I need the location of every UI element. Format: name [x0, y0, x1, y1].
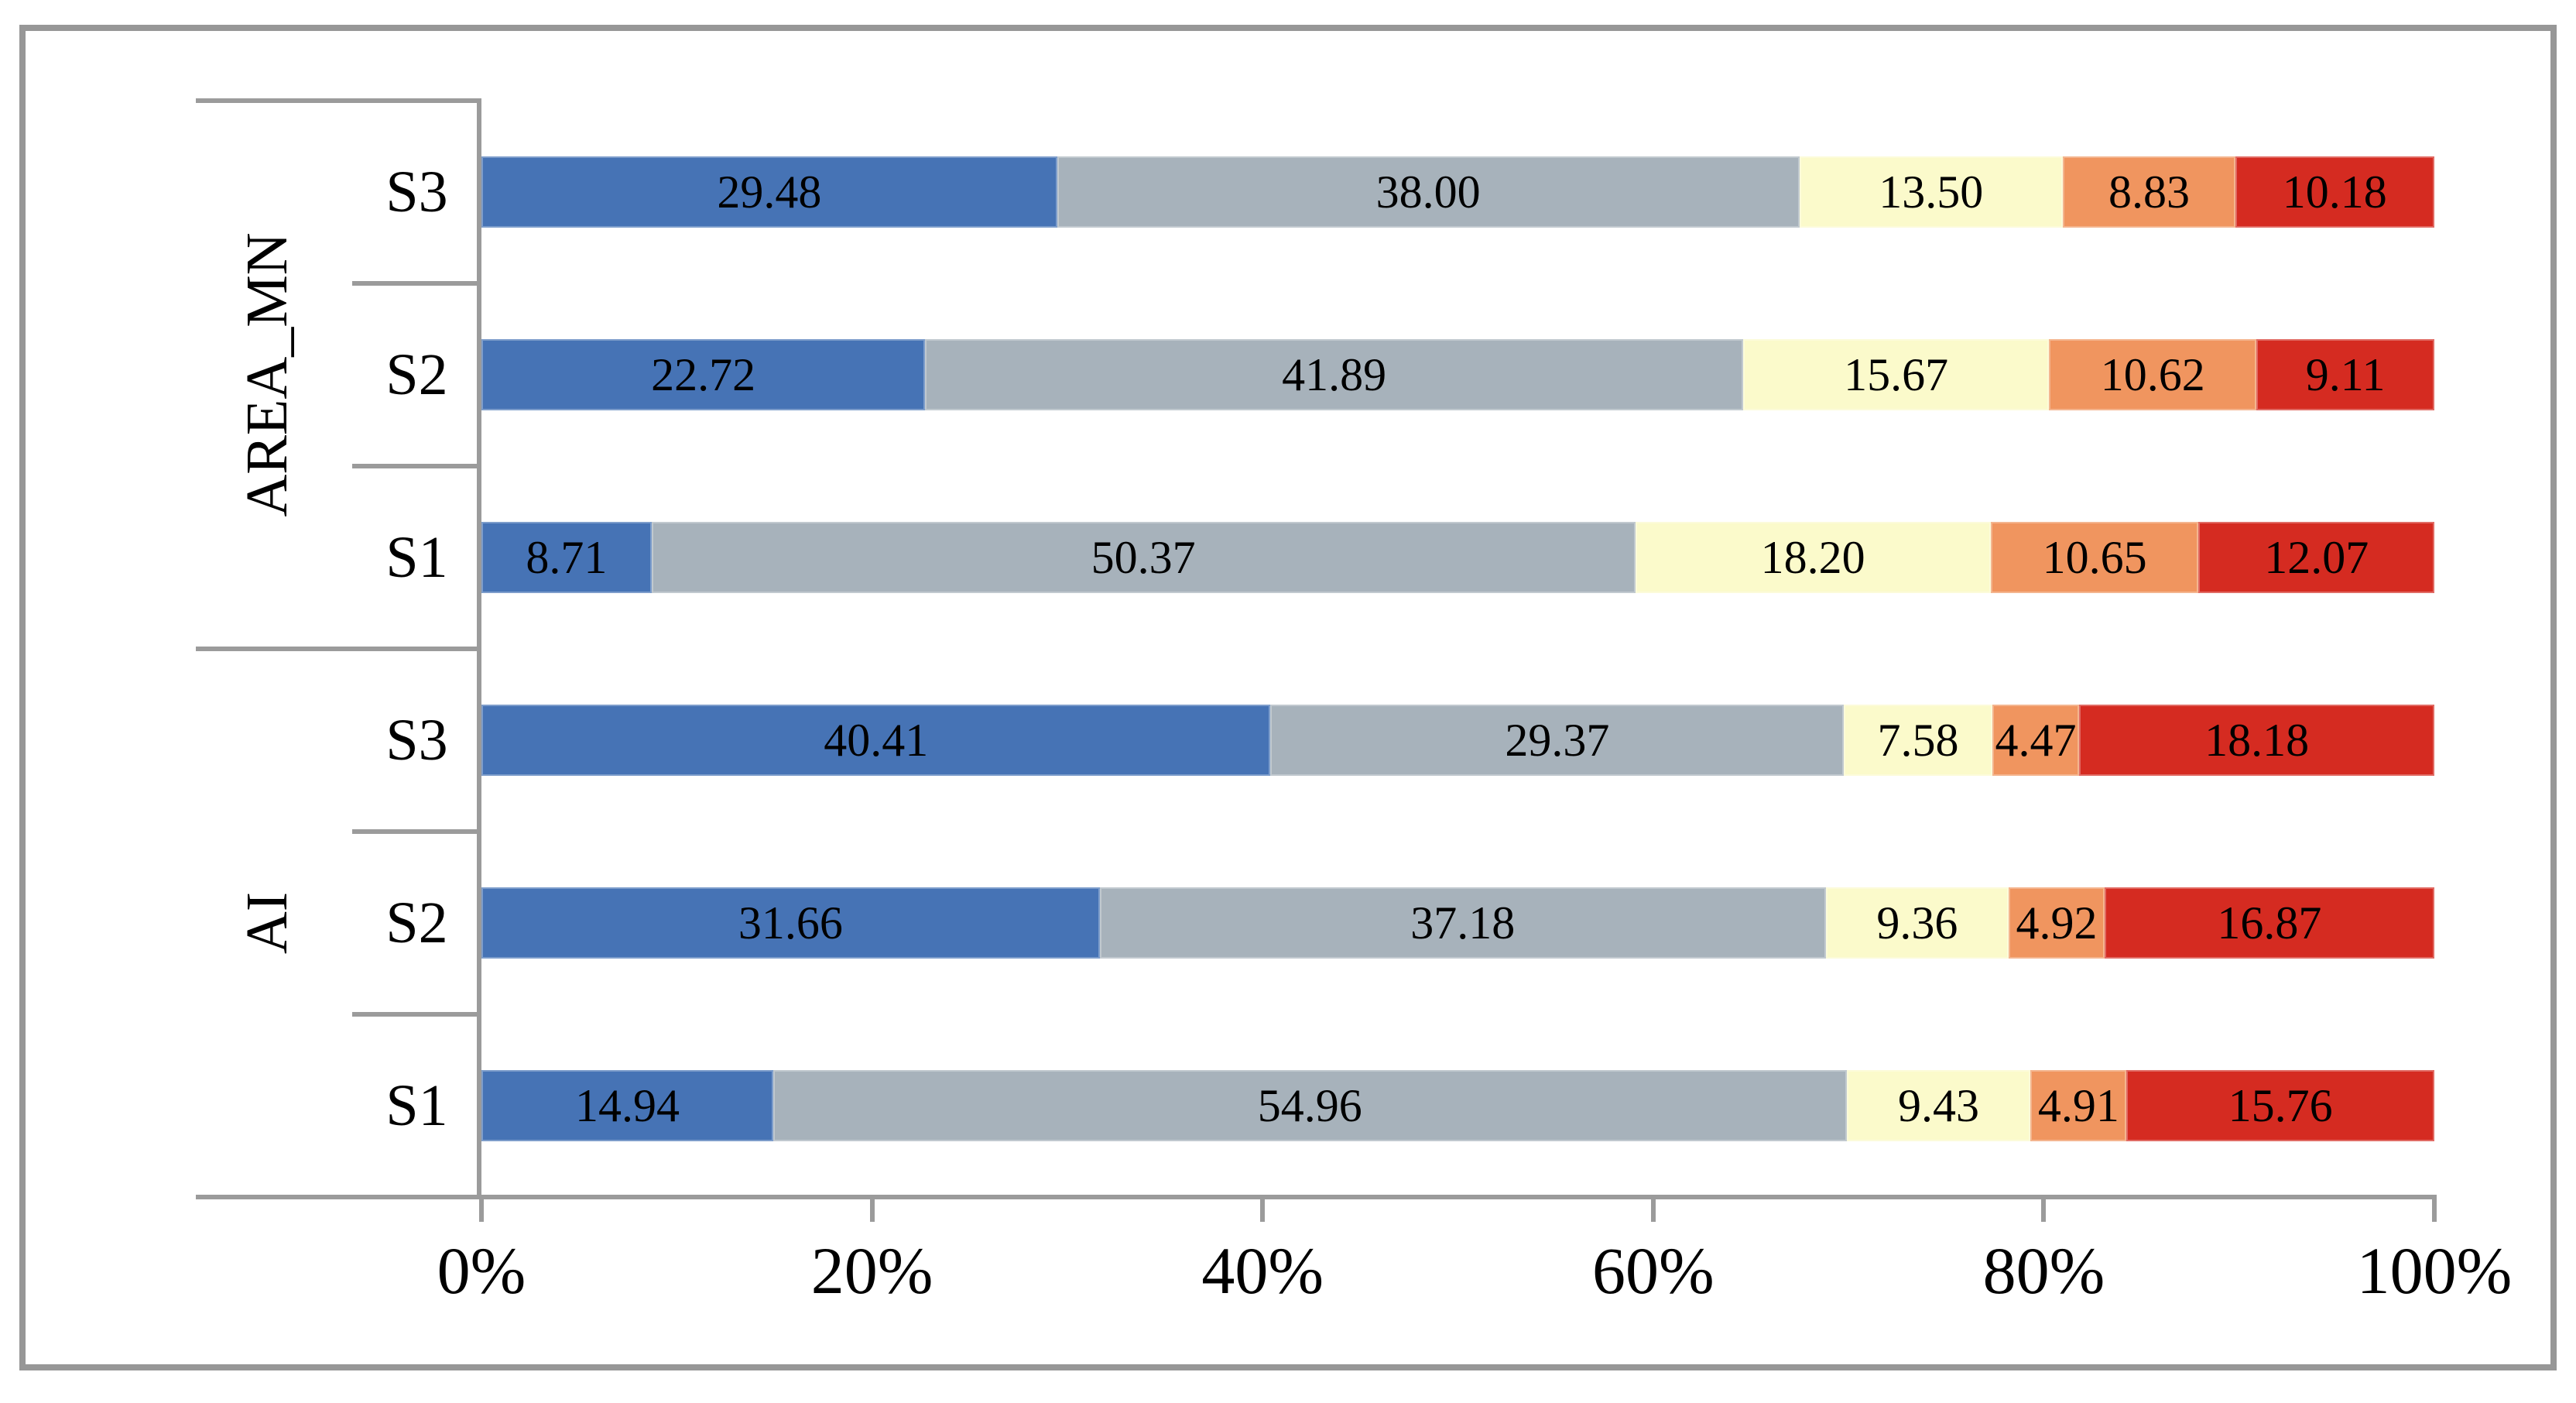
subcategory-label-area_mn-s2: S2 — [385, 342, 448, 407]
subcategory-label-ai-s1: S1 — [385, 1073, 448, 1138]
segment-value-label: 40.41 — [824, 715, 929, 766]
bar-segment-4: 8.83 — [2063, 156, 2235, 228]
bar-segment-1: 31.66 — [481, 887, 1100, 959]
segment-value-label: 16.87 — [2217, 897, 2322, 948]
segment-value-label: 31.66 — [738, 897, 843, 948]
x-tick-label-60pct: 60% — [1591, 1233, 1714, 1308]
segment-value-label: 4.47 — [1995, 715, 2077, 766]
bar-row-ai-s2: 31.66 37.18 9.36 4.92 16.87 — [481, 887, 2434, 959]
bar-segment-3: 9.36 — [1825, 887, 2009, 959]
bar-segment-1: 14.94 — [481, 1070, 773, 1141]
x-tick-label-100pct: 100% — [2356, 1233, 2513, 1308]
x-tick-label-80pct: 80% — [1982, 1233, 2105, 1308]
x-axis-tick — [1260, 1197, 1266, 1222]
subcategory-separator-line — [352, 1012, 481, 1017]
subcategory-label-ai-s2: S2 — [385, 890, 448, 955]
segment-value-label: 29.48 — [717, 166, 822, 218]
segment-value-label: 9.11 — [2305, 349, 2386, 400]
bar-row-ai-s1: 14.94 54.96 9.43 4.91 15.76 — [481, 1070, 2434, 1141]
group-boundary-line-middle — [196, 647, 481, 651]
bar-segment-4: 4.47 — [1992, 705, 2080, 776]
segment-value-label: 8.71 — [526, 532, 608, 583]
bar-segment-2: 54.96 — [772, 1070, 1847, 1141]
bar-segment-2: 50.37 — [651, 522, 1636, 593]
segment-value-label: 37.18 — [1410, 897, 1516, 948]
bar-segment-5: 15.76 — [2126, 1070, 2434, 1141]
bar-segment-1: 29.48 — [481, 156, 1057, 228]
segment-value-label: 38.00 — [1375, 166, 1481, 218]
bar-segment-5: 16.87 — [2105, 887, 2434, 959]
bar-segment-1: 22.72 — [481, 339, 926, 410]
segment-value-label: 50.37 — [1091, 532, 1196, 583]
subcategory-separator-line — [352, 464, 481, 468]
segment-value-label: 4.91 — [2037, 1080, 2119, 1131]
bar-segment-4: 4.92 — [2008, 887, 2105, 959]
segment-value-label: 41.89 — [1282, 349, 1387, 400]
chart-outer-border — [19, 25, 2557, 1370]
subcategory-separator-line — [352, 829, 481, 834]
bar-row-area_mn-s3: 29.48 38.00 13.50 8.83 10.18 — [481, 156, 2434, 228]
segment-value-label: 15.67 — [1844, 349, 1949, 400]
segment-value-label: 12.07 — [2264, 532, 2369, 583]
group-boundary-line-top — [196, 98, 481, 103]
segment-value-label: 14.94 — [574, 1080, 680, 1131]
segment-value-label: 8.83 — [2108, 166, 2190, 218]
bar-segment-3: 9.43 — [1846, 1070, 2031, 1141]
bar-segment-3: 7.58 — [1844, 705, 1992, 776]
segment-value-label: 7.58 — [1877, 715, 1959, 766]
bar-segment-2: 37.18 — [1099, 887, 1826, 959]
bar-row-area_mn-s1: 8.71 50.37 18.20 10.65 12.07 — [481, 522, 2434, 593]
bar-segment-2: 38.00 — [1057, 156, 1800, 228]
group-label-area_mn: AREA_MN — [235, 232, 300, 517]
subcategory-label-ai-s3: S3 — [385, 708, 448, 773]
bar-segment-3: 18.20 — [1635, 522, 1991, 593]
subcategory-separator-line — [352, 281, 481, 286]
x-axis-tick — [2041, 1197, 2047, 1222]
x-axis-line — [196, 1195, 2437, 1199]
segment-value-label: 13.50 — [1879, 166, 1984, 218]
x-tick-label-0pct: 0% — [437, 1233, 526, 1308]
bar-segment-5: 10.18 — [2235, 156, 2434, 228]
segment-value-label: 9.43 — [1898, 1080, 1980, 1131]
bar-segment-2: 41.89 — [925, 339, 1743, 410]
subcategory-label-area_mn-s1: S1 — [385, 525, 448, 590]
group-label-ai: AI — [235, 891, 300, 955]
x-axis-tick — [479, 1197, 484, 1222]
x-axis-tick — [1650, 1197, 1656, 1222]
segment-value-label: 9.36 — [1876, 897, 1958, 948]
segment-value-label: 10.65 — [2042, 532, 2147, 583]
bar-segment-4: 10.65 — [1990, 522, 2199, 593]
bar-row-ai-s3: 40.41 29.37 7.58 4.47 18.18 — [481, 705, 2434, 776]
bar-segment-1: 8.71 — [481, 522, 652, 593]
bar-segment-3: 13.50 — [1799, 156, 2064, 228]
x-axis-tick — [869, 1197, 875, 1222]
segment-value-label: 18.20 — [1760, 532, 1865, 583]
segment-value-label: 54.96 — [1257, 1080, 1362, 1131]
bar-segment-4: 4.91 — [2030, 1070, 2127, 1141]
segment-value-label: 29.37 — [1505, 715, 1610, 766]
bar-segment-1: 40.41 — [481, 705, 1271, 776]
bar-segment-5: 12.07 — [2198, 522, 2434, 593]
segment-value-label: 22.72 — [651, 349, 756, 400]
bar-segment-3: 15.67 — [1742, 339, 2050, 410]
bar-segment-2: 29.37 — [1270, 705, 1845, 776]
bar-segment-5: 18.18 — [2079, 705, 2434, 776]
bar-segment-4: 10.62 — [2049, 339, 2257, 410]
segment-value-label: 4.92 — [2016, 897, 2098, 948]
segment-value-label: 15.76 — [2228, 1080, 2333, 1131]
segment-value-label: 10.62 — [2100, 349, 2205, 400]
bar-segment-5: 9.11 — [2256, 339, 2434, 410]
x-tick-label-20pct: 20% — [810, 1233, 933, 1308]
segment-value-label: 10.18 — [2282, 166, 2387, 218]
segment-value-label: 18.18 — [2204, 715, 2310, 766]
x-axis-tick — [2432, 1197, 2437, 1222]
x-tick-label-40pct: 40% — [1201, 1233, 1324, 1308]
bar-row-area_mn-s2: 22.72 41.89 15.67 10.62 9.11 — [481, 339, 2434, 410]
subcategory-label-area_mn-s3: S3 — [385, 160, 448, 225]
